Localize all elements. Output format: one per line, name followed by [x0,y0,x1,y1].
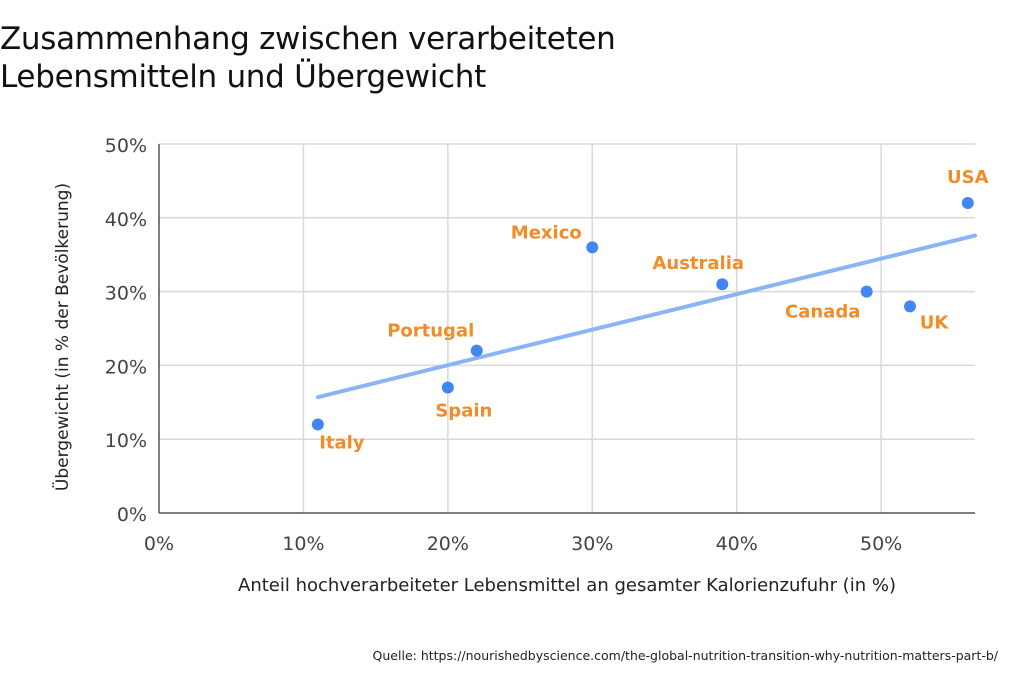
source-note: Quelle: https://nourishedbyscience.com/t… [372,648,998,663]
data-label-canada: Canada [785,302,860,323]
label-layer: Italy Spain Portugal Mexico Australia Canada U… [319,167,988,453]
axis-layer: 0% 10% 20% 30% 40% 50% 0% 10% 20% 30% 40% 50% [105,135,975,555]
chart-title-line-2: Lebensmitteln und Übergewicht [0,59,486,95]
trendline [315,233,977,400]
data-label-usa: USA [947,167,989,188]
y-tick-label: 50% [105,135,147,157]
y-tick-label: 40% [105,209,147,231]
data-point-uk [904,300,917,313]
data-point-spain [441,381,454,394]
data-label-italy: Italy [319,432,365,453]
grid-layer [159,143,975,513]
chart-title-line-1: Zusammenhang zwischen verarbeiteten [0,21,616,57]
x-tick-label: 30% [571,533,613,555]
data-label-portugal: Portugal [387,321,474,342]
y-tick-label: 30% [105,283,147,305]
chart-title: Zusammenhang zwischen verarbeiteten Lebe… [0,20,616,96]
x-tick-label: 40% [716,533,758,555]
point-layer [311,197,974,431]
data-point-australia [716,278,729,291]
x-tick-label: 10% [282,533,324,555]
data-label-mexico: Mexico [511,222,582,243]
data-point-italy [311,418,324,431]
trend-layer [315,233,977,400]
data-label-australia: Australia [652,253,744,274]
data-point-portugal [470,344,483,357]
x-tick-label: 50% [860,533,902,555]
x-tick-label: 20% [427,533,469,555]
data-label-spain: Spain [435,401,492,422]
y-axis-title: Übergewicht (in % der Bevölkerung) [51,183,73,491]
x-tick-label: 0% [144,533,174,555]
y-tick-label: 20% [105,356,147,378]
data-point-usa [961,197,974,210]
data-point-canada [860,285,873,298]
data-point-mexico [586,241,599,254]
data-label-uk: UK [920,312,950,333]
y-tick-label: 0% [117,504,147,526]
y-tick-label: 10% [105,430,147,452]
x-axis-title: Anteil hochverarbeiteter Lebensmittel an… [238,575,896,596]
